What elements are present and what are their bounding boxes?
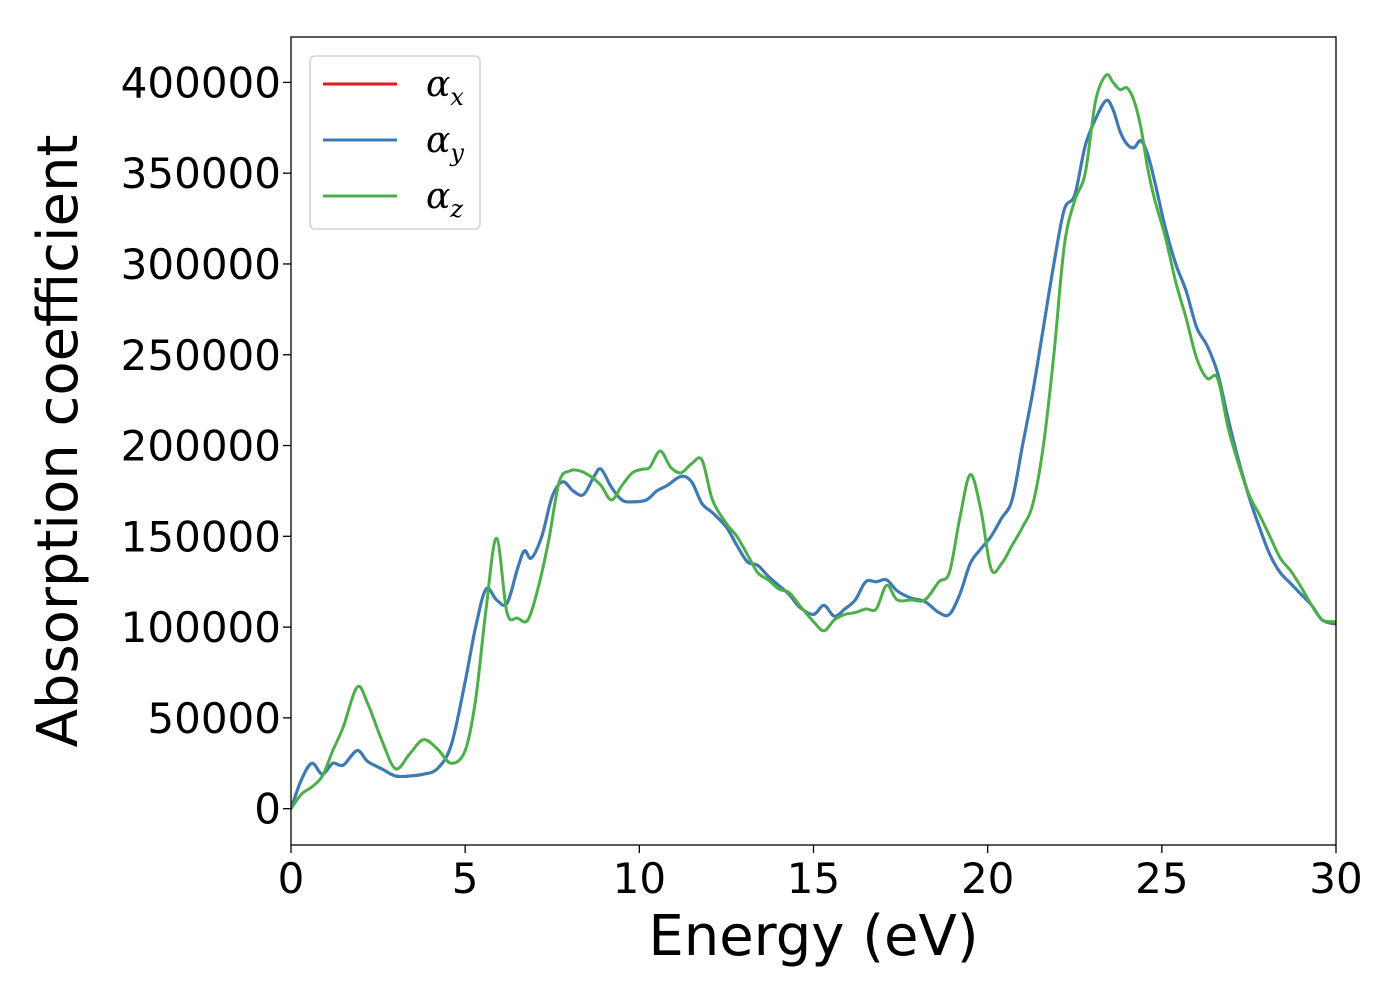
- x-tick-label: 15: [787, 854, 840, 903]
- legend: αx αy αz: [309, 55, 481, 230]
- x-axis-label: Energy (eV): [648, 904, 978, 969]
- legend-label-alpha-x: αx: [426, 64, 464, 111]
- x-tick-label: 10: [613, 854, 666, 903]
- y-axis-label: Absorption coefficient: [26, 135, 91, 748]
- legend-label-alpha-z: αz: [426, 176, 463, 223]
- y-tick-label: 100000: [121, 603, 281, 652]
- y-tick-label: 300000: [121, 240, 281, 289]
- y-tick-label: 400000: [121, 58, 281, 107]
- y-tick-label: 200000: [121, 422, 281, 471]
- y-tick-label: 150000: [121, 512, 281, 561]
- x-tick-label: 5: [452, 854, 479, 903]
- y-axis: 0 50000 100000 150000 200000 250000 300000 3500…: [121, 58, 291, 834]
- y-tick-label: 250000: [121, 331, 281, 380]
- legend-frame: [309, 55, 481, 230]
- series-line-alpha-y: [291, 98, 1336, 811]
- x-tick-label: 20: [961, 854, 1014, 903]
- y-tick-label: 0: [254, 785, 281, 834]
- series-line-alpha-z: [291, 72, 1336, 811]
- x-tick-label: 0: [278, 854, 305, 903]
- x-tick-label: 25: [1135, 854, 1188, 903]
- legend-label-alpha-y: αy: [426, 120, 464, 167]
- series-layer: [291, 72, 1336, 811]
- y-tick-label: 350000: [121, 149, 281, 198]
- y-tick-label: 50000: [147, 694, 281, 743]
- x-axis: 0 5 10 15 20 25 30: [278, 845, 1363, 903]
- x-tick-label: 30: [1309, 854, 1362, 903]
